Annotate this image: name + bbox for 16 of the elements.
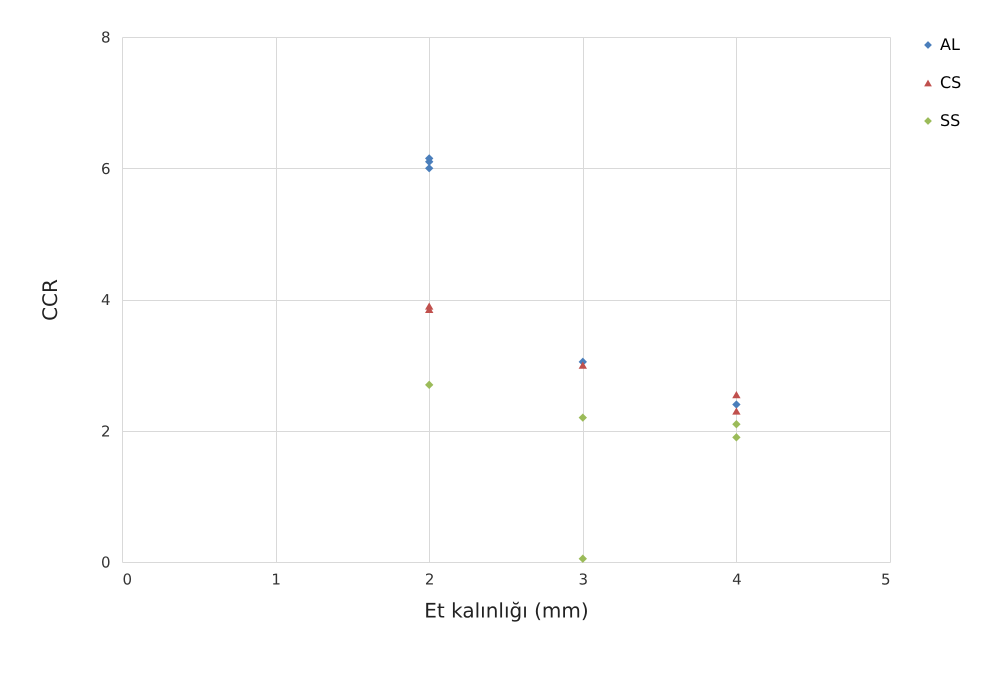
y-axis-title: CCR xyxy=(38,278,62,321)
x-tick-label: 5 xyxy=(880,570,890,588)
legend-label: SS xyxy=(940,111,960,130)
y-tick-label: 6 xyxy=(100,160,110,178)
y-tick-label: 0 xyxy=(100,554,110,572)
legend-label: AL xyxy=(940,35,960,54)
y-tick-label: 8 xyxy=(100,28,110,46)
x-tick-label: 2 xyxy=(424,570,434,588)
y-tick-label: 4 xyxy=(100,291,110,309)
x-tick-label: 1 xyxy=(271,570,281,588)
legend-label: CS xyxy=(940,73,962,92)
x-tick-label: 0 xyxy=(122,570,132,588)
x-axis-title: Et kalınlığı (mm) xyxy=(424,598,589,622)
y-tick-label: 2 xyxy=(100,422,110,440)
x-tick-label: 4 xyxy=(732,570,742,588)
x-tick-label: 3 xyxy=(578,570,588,588)
